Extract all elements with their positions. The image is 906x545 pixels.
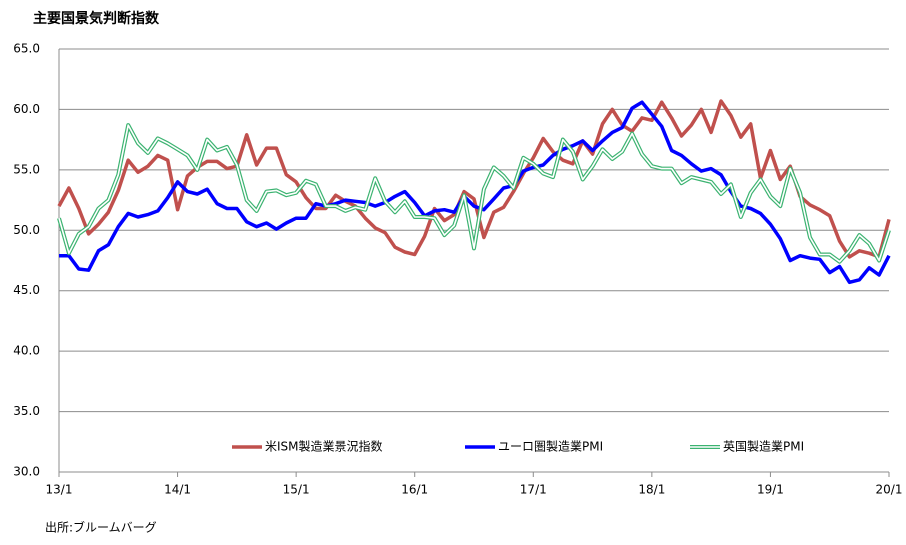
legend-label: 英国製造業PMI <box>723 440 804 454</box>
x-tick-label: 14/1 <box>164 483 191 497</box>
series-line <box>59 100 891 285</box>
x-tick-label: 15/1 <box>283 483 310 497</box>
y-tick-label: 45.0 <box>13 283 40 297</box>
x-tick-label: 20/1 <box>876 483 903 497</box>
chart-title: 主要国景気判断指数 <box>33 10 160 27</box>
x-tick-label: 13/1 <box>46 483 73 497</box>
x-tick-label: 16/1 <box>401 483 428 497</box>
x-tick-label: 17/1 <box>520 483 547 497</box>
legend-label: ユーロ圏製造業PMI <box>498 440 603 454</box>
y-tick-label: 65.0 <box>13 42 40 56</box>
series-line-inner <box>58 124 890 263</box>
x-tick-label: 19/1 <box>757 483 784 497</box>
y-tick-label: 60.0 <box>13 102 40 116</box>
series-line <box>57 99 891 259</box>
source-note: 出所:ブルームバーグ <box>45 520 157 535</box>
y-tick-label: 55.0 <box>13 162 40 176</box>
y-tick-label: 50.0 <box>13 223 40 237</box>
y-tick-label: 35.0 <box>13 404 40 418</box>
y-tick-label: 30.0 <box>13 465 40 479</box>
legend-label: 米ISM製造業景況指数 <box>265 439 383 454</box>
y-tick-label: 40.0 <box>13 344 40 358</box>
x-tick-label: 18/1 <box>638 483 665 497</box>
